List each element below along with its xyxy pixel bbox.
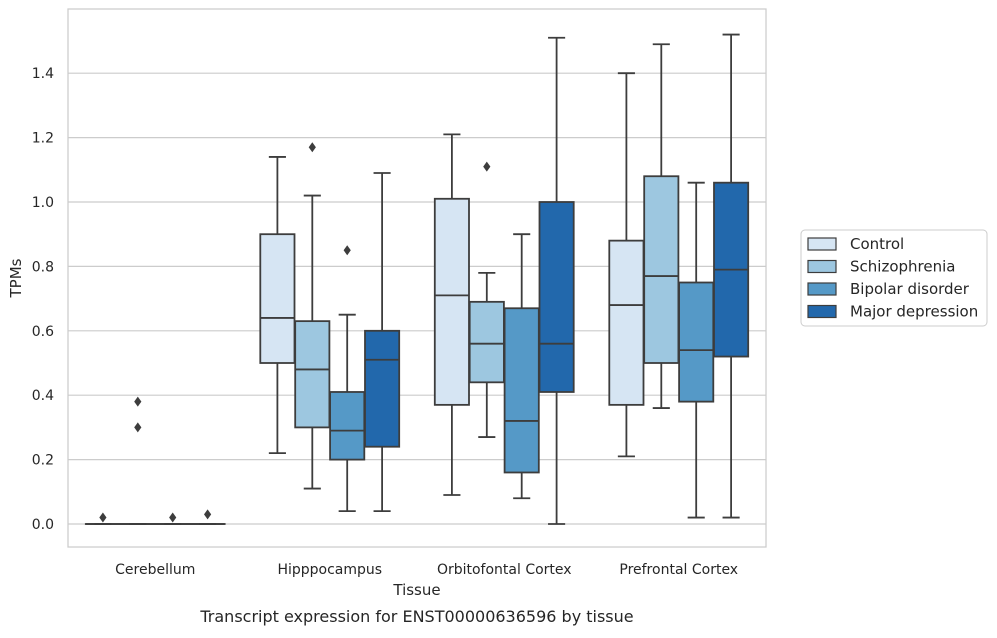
box-control (435, 134, 469, 495)
box-body (470, 302, 504, 383)
legend-swatch (808, 306, 836, 318)
y-tick-label: 1.4 (32, 66, 54, 82)
box-body (435, 199, 469, 405)
y-tick-labels: 0.0 0.2 0.4 0.6 0.8 1.0 1.2 1.4 (32, 66, 54, 533)
outlier-point (134, 422, 141, 432)
outlier-point (169, 513, 176, 523)
outlier-point (483, 162, 490, 172)
box-layer (86, 35, 748, 524)
box-schizophrenia (121, 397, 155, 524)
legend-swatch (808, 238, 836, 250)
box-body (679, 283, 713, 402)
y-tick-label: 0.8 (32, 259, 54, 275)
box-body (365, 331, 399, 447)
box-schizophrenia (295, 142, 329, 488)
x-tick-label: Prefrontal Cortex (619, 562, 738, 578)
x-tick-label: Hipppocampus (277, 562, 382, 578)
x-tick-label: Cerebellum (115, 562, 195, 578)
box-body (609, 241, 643, 405)
box-body (539, 202, 573, 392)
box-body (505, 308, 539, 472)
y-tick-label: 1.2 (32, 131, 54, 147)
legend-label: Control (850, 235, 904, 253)
x-tick-label: Orbitofontal Cortex (437, 562, 572, 578)
box-major-depression (714, 35, 748, 518)
legend-label: Major depression (850, 303, 978, 321)
box-body (295, 321, 329, 427)
chart-caption: Transcript expression for ENST0000063659… (199, 607, 633, 626)
outlier-point (344, 245, 351, 255)
box-schizophrenia (644, 44, 678, 408)
box-body (330, 392, 364, 460)
box-bipolar-disorder (156, 513, 190, 524)
y-axis-label: TPMs (7, 258, 25, 298)
box-major-depression (365, 173, 399, 511)
y-tick-label: 0.0 (32, 517, 54, 533)
box-bipolar-disorder (679, 183, 713, 518)
x-tick-labels: Cerebellum Hipppocampus Orbitofontal Corte… (115, 562, 738, 578)
outlier-point (99, 513, 106, 523)
legend-swatch (808, 283, 836, 295)
legend-label: Bipolar disorder (850, 280, 970, 298)
y-tick-label: 1.0 (32, 195, 54, 211)
outlier-point (204, 509, 211, 519)
y-tick-label: 0.2 (32, 453, 54, 469)
outlier-point (134, 397, 141, 407)
box-major-depression (190, 509, 224, 524)
outlier-point (309, 142, 316, 152)
legend-swatch (808, 261, 836, 273)
box-major-depression (539, 38, 573, 524)
box-control (86, 513, 120, 524)
legend-label: Schizophrenia (850, 258, 955, 276)
box-control (609, 73, 643, 456)
box-bipolar-disorder (505, 234, 539, 498)
x-axis-label: Tissue (392, 581, 440, 599)
box-body (644, 176, 678, 363)
y-tick-label: 0.6 (32, 324, 54, 340)
box-bipolar-disorder (330, 245, 364, 511)
y-tick-label: 0.4 (32, 388, 54, 404)
legend: Control Schizophrenia Bipolar disorder Majo… (801, 230, 987, 326)
box-body (260, 234, 294, 363)
box-control (260, 157, 294, 453)
